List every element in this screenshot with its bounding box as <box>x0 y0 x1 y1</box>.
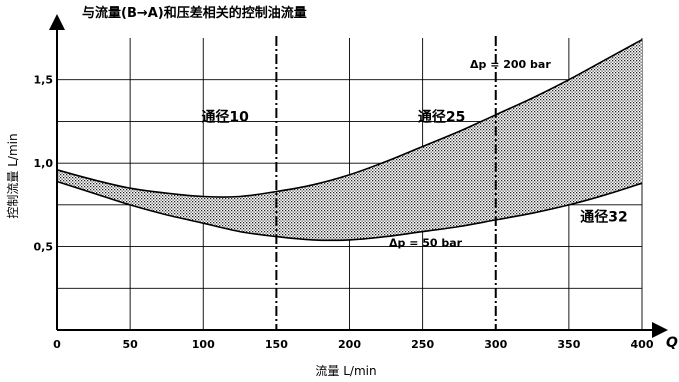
x-tick-label: 200 <box>338 338 361 351</box>
y-tick-label: 1,0 <box>34 157 54 170</box>
size-zone-label: 通径32 <box>580 209 627 226</box>
axes <box>49 14 668 338</box>
y-axis-label: 控制流量 L/min <box>6 133 20 218</box>
x-tick-label: 100 <box>192 338 215 351</box>
x-axis-symbol: Q <box>666 335 678 351</box>
x-axis-label: 流量 L/min <box>315 364 376 378</box>
x-tick-label: 300 <box>484 338 507 351</box>
x-tick-label: 0 <box>53 338 61 351</box>
pressure-annotation: Δp = 50 bar <box>389 237 463 250</box>
x-tick-label: 350 <box>557 338 580 351</box>
series-line-200bar <box>56 38 643 198</box>
size-zone-label: 通径25 <box>418 108 465 125</box>
x-tick-label: 400 <box>631 338 654 351</box>
band-fill <box>57 39 642 241</box>
series-lines <box>56 38 643 242</box>
series-line-50bar <box>56 180 643 242</box>
flow-band <box>57 39 642 241</box>
size-zone-label: 通径10 <box>201 108 249 125</box>
pressure-annotation: Δp = 200 bar <box>470 58 551 71</box>
chart-title: 与流量(B→A)和压差相关的控制油流量 <box>82 5 307 21</box>
y-tick-label: 1,5 <box>34 74 54 87</box>
y-tick-label: 0,5 <box>34 241 54 254</box>
labels: 0 50 100 150 200 250 300 350 400 0,5 1,0 1,5 通径10 通径2… <box>34 58 654 351</box>
x-tick-label: 50 <box>122 338 138 351</box>
size-dividers <box>275 36 497 330</box>
x-tick-label: 250 <box>411 338 434 351</box>
x-tick-label: 150 <box>265 338 288 351</box>
